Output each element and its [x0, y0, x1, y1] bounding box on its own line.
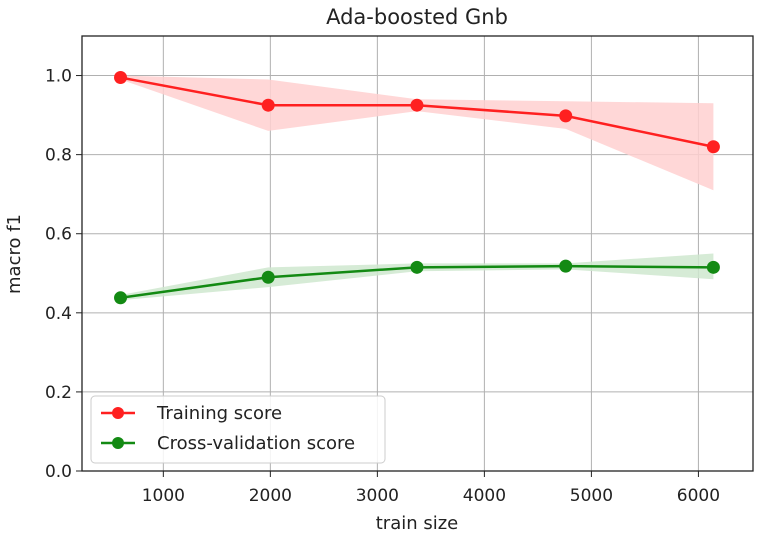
x-axis-label: train size: [376, 513, 459, 534]
data-point-cv: [706, 260, 720, 274]
chart-title: Ada-boosted Gnb: [326, 5, 508, 29]
legend-box: [90, 395, 386, 464]
x-tick-label: 6000: [677, 486, 720, 506]
x-tick-label: 1000: [142, 486, 185, 506]
legend-label-training: Training score: [156, 403, 282, 424]
plot-frame: [81, 35, 754, 472]
y-axis-label: macro f1: [4, 214, 25, 294]
legend: Training score Cross-validation score: [90, 395, 386, 464]
legend-label-cv: Cross-validation score: [157, 433, 355, 454]
legend-marker-training: [112, 407, 124, 419]
data-point-cv: [410, 260, 424, 274]
y-tick-label: 0.6: [45, 225, 72, 245]
data-point-cv: [261, 270, 275, 284]
x-tick-label: 4000: [463, 486, 506, 506]
data-point-training: [706, 140, 720, 154]
y-tick-label: 1.0: [45, 67, 72, 87]
x-tick-label: 2000: [249, 486, 292, 506]
data-point-training: [410, 98, 424, 112]
data-point-training: [559, 109, 573, 123]
data-point-training: [261, 98, 275, 112]
legend-marker-cv: [112, 437, 124, 449]
x-tick-label: 5000: [570, 486, 613, 506]
y-tick-label: 0.4: [45, 304, 72, 324]
data-point-cv: [114, 291, 128, 305]
data-point-training: [114, 71, 128, 85]
x-tick-label: 3000: [356, 486, 399, 506]
data-point-cv: [559, 259, 573, 273]
y-tick-label: 0.8: [45, 146, 72, 166]
y-tick-label: 0.2: [45, 383, 72, 403]
y-tick-label: 0.0: [45, 462, 72, 482]
